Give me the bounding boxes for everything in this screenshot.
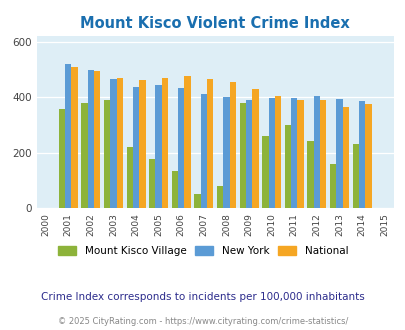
Bar xyxy=(216,186,223,208)
Bar xyxy=(229,82,235,208)
Bar xyxy=(284,125,290,208)
Bar xyxy=(207,79,213,208)
Bar xyxy=(81,103,87,208)
Text: Crime Index corresponds to incidents per 100,000 inhabitants: Crime Index corresponds to incidents per… xyxy=(41,292,364,302)
Bar xyxy=(274,96,281,208)
Title: Mount Kisco Violent Crime Index: Mount Kisco Violent Crime Index xyxy=(80,16,349,31)
Legend: Mount Kisco Village, New York, National: Mount Kisco Village, New York, National xyxy=(53,242,352,260)
Bar xyxy=(162,78,168,208)
Bar xyxy=(94,72,100,208)
Bar xyxy=(342,107,348,208)
Bar xyxy=(297,100,303,208)
Bar xyxy=(126,147,132,208)
Bar xyxy=(59,109,65,208)
Bar xyxy=(110,79,116,208)
Bar xyxy=(245,100,252,208)
Bar xyxy=(223,97,229,208)
Bar xyxy=(116,78,123,208)
Bar xyxy=(184,77,190,208)
Bar xyxy=(290,98,297,208)
Bar xyxy=(171,171,178,208)
Bar xyxy=(307,141,313,208)
Bar xyxy=(178,87,184,208)
Bar xyxy=(194,194,200,208)
Bar xyxy=(200,94,207,208)
Bar xyxy=(87,70,94,208)
Bar xyxy=(313,96,319,208)
Text: © 2025 CityRating.com - https://www.cityrating.com/crime-statistics/: © 2025 CityRating.com - https://www.city… xyxy=(58,317,347,326)
Bar xyxy=(104,100,110,208)
Bar xyxy=(71,67,77,208)
Bar xyxy=(358,101,364,208)
Bar xyxy=(319,100,326,208)
Bar xyxy=(139,80,145,208)
Bar xyxy=(364,104,371,208)
Bar xyxy=(239,103,245,208)
Bar xyxy=(329,164,336,208)
Bar xyxy=(149,159,155,208)
Bar xyxy=(65,64,71,208)
Bar xyxy=(155,85,162,208)
Bar xyxy=(352,144,358,208)
Bar xyxy=(252,89,258,208)
Bar xyxy=(262,136,268,208)
Bar xyxy=(268,98,274,208)
Bar xyxy=(132,87,139,208)
Bar xyxy=(336,99,342,208)
